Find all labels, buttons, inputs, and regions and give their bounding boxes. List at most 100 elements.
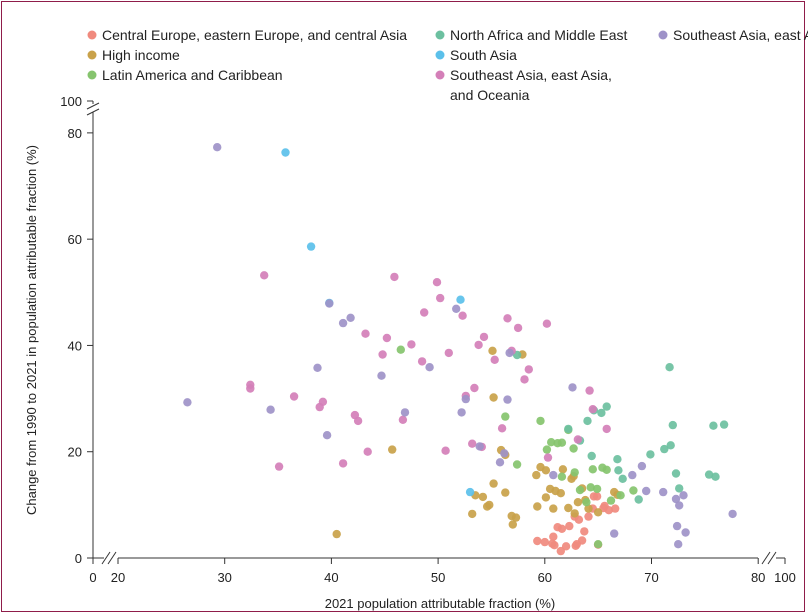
y-tick-label: 100 [60,94,82,109]
data-point [593,508,603,517]
data-point [679,491,688,500]
data-point [561,542,571,551]
axes: 0 20 40 60 80 100 0 20 30 40 50 60 70 80 100 2021 pop… [24,94,796,611]
x-tick-label: 50 [431,570,445,585]
data-point [564,503,573,513]
x-axis-label: 2021 population attributable fraction (%… [325,596,556,611]
data-point [325,299,334,308]
legend-marker [435,30,445,40]
data-point [444,348,453,358]
data-point [570,509,579,518]
series-2 [396,345,638,549]
data-point [465,487,475,497]
x-tick-label: 30 [217,570,231,585]
data-point [593,540,603,549]
data-point [547,438,556,447]
x-tick-label: 20 [111,570,125,585]
legend-label: Central Europe, eastern Europe, and cent… [102,27,407,43]
data-point [540,537,549,547]
data-point [558,465,568,474]
x-tick-label: 60 [538,570,552,585]
data-point [704,470,714,479]
data-point [266,405,275,414]
data-point [569,444,578,453]
data-point [582,498,591,507]
data-point [281,148,290,157]
data-point [602,402,611,411]
x-ticks: 0 20 30 40 50 60 70 80 100 [89,558,796,585]
data-point [332,529,341,539]
data-point [390,272,399,282]
data-point [213,143,222,152]
data-point [398,415,408,424]
legend-item: Southeast Asia, east Asia, and Oceania [658,27,808,43]
y-tick-label: 60 [68,232,82,247]
data-point [338,459,348,468]
data-point [497,424,507,433]
data-point [672,521,682,531]
y-tick-label: 0 [75,551,82,566]
data-point [580,527,589,536]
x-tick-label: 80 [751,570,765,585]
legend-item: Central Europe, eastern Europe, and cent… [87,27,407,43]
data-point [592,492,602,501]
data-point [659,487,668,497]
data-point [681,528,690,537]
data-point [501,488,510,497]
data-point [488,346,497,355]
data-point [512,460,522,469]
data-point [588,465,597,474]
legend-marker [435,50,445,60]
data-point [675,501,684,510]
data-point [461,394,470,404]
data-point [660,444,669,454]
legend-item: Latin America and Caribbean [87,67,283,83]
data-point [583,416,592,426]
data-point [671,469,681,478]
data-point [556,489,565,498]
legend-label: South Asia [450,47,517,63]
data-point [541,493,551,502]
data-point [468,509,477,519]
data-point [289,392,299,401]
data-point [388,445,397,454]
data-point [489,479,498,488]
legend-item: South Asia [435,47,517,63]
data-point [542,445,552,454]
data-point [503,395,512,404]
data-point [400,408,410,417]
data-point [425,363,434,372]
data-point [573,498,583,507]
data-point [382,333,392,343]
data-point [417,357,427,366]
y-tick-label: 20 [68,445,82,460]
data-point [436,293,445,303]
data-point [585,386,594,395]
data-point [629,486,638,495]
data-point [602,424,611,434]
data-point [485,500,494,510]
x-tick-label: 100 [774,570,796,585]
data-point [246,384,255,393]
data-point [637,461,647,471]
data-point [533,502,542,511]
data-point [533,536,542,546]
data-point [610,529,619,538]
data-point [618,474,627,483]
series-3 [512,350,729,504]
series-5 [246,271,611,471]
legend-label: Latin America and Caribbean [102,67,283,83]
data-point [666,441,675,450]
data-point [616,491,625,500]
data-point [711,472,720,481]
data-point [719,420,729,429]
legend-label: High income [102,47,180,63]
data-point [614,466,623,475]
data-point [728,509,737,519]
legend-marker [87,30,97,40]
data-point [674,540,683,549]
data-point [588,405,597,414]
data-point [606,496,616,505]
data-point [501,412,510,421]
